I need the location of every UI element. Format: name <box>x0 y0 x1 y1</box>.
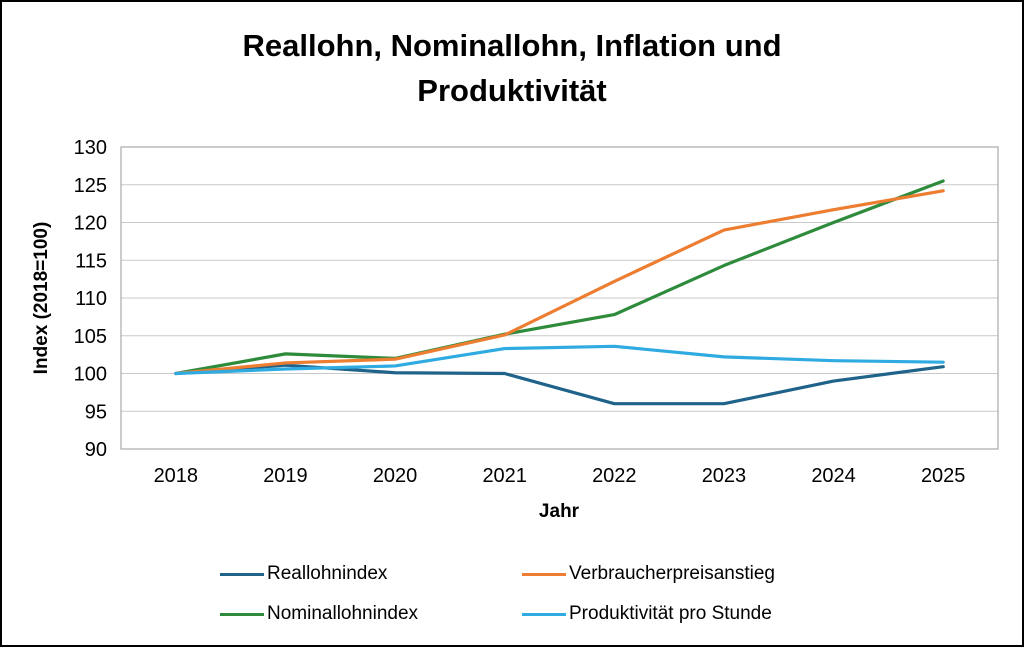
y-tick-label: 90 <box>85 439 107 461</box>
legend-item-nominallohnindex: Nominallohnindex <box>220 603 522 625</box>
x-tick-label: 2022 <box>592 465 637 487</box>
legend: Reallohnindex Verbraucherpreisanstieg Nomi… <box>220 554 775 634</box>
series-line-reallohnindex <box>174 363 945 406</box>
x-tick-label: 2024 <box>811 465 856 487</box>
legend-item-produktivit-t-pro-stunde: Produktivität pro Stunde <box>522 603 772 625</box>
chart-title: Reallohn, Nominallohn, Inflation und Pro… <box>2 23 1022 113</box>
legend-line-swatch-reallohnindex <box>220 572 264 576</box>
x-axis-title: Jahr <box>538 501 580 522</box>
chart-title-line2: Produktivität <box>417 73 607 108</box>
series-line-verbraucherpreisanstieg <box>174 189 945 376</box>
legend-label-produktivit-t-pro-stunde: Produktivität pro Stunde <box>569 603 772 624</box>
x-tick-label: 2020 <box>373 465 418 487</box>
y-tick-label: 95 <box>85 401 107 423</box>
x-tick-label: 2021 <box>482 465 527 487</box>
legend-line-swatch-nominallohnindex <box>220 612 264 616</box>
x-tick-label: 2025 <box>921 465 966 487</box>
x-tick-label: 2018 <box>154 465 199 487</box>
legend-row: Nominallohnindex Produktivität pro Stunde <box>220 594 775 634</box>
y-tick-label: 120 <box>74 213 107 235</box>
y-tick-label: 110 <box>75 288 107 310</box>
plot-border <box>120 146 999 450</box>
legend-row: Reallohnindex Verbraucherpreisanstieg <box>220 554 775 594</box>
legend-line-swatch-verbraucherpreisanstieg <box>522 572 566 576</box>
y-tick-label: 115 <box>75 250 107 272</box>
y-tick-label: 130 <box>74 137 107 159</box>
x-tick-label: 2023 <box>702 465 747 487</box>
legend-label-verbraucherpreisanstieg: Verbraucherpreisanstieg <box>569 563 775 584</box>
legend-line-swatch-produktivit-t-pro-stunde <box>522 612 566 616</box>
chart-title-line1: Reallohn, Nominallohn, Inflation und <box>242 28 782 63</box>
y-tick-label: 125 <box>74 175 107 197</box>
series-line-produktivit-t-pro-stunde <box>174 344 945 376</box>
y-tick-label: 105 <box>74 326 107 348</box>
x-tick-label: 2019 <box>263 465 308 487</box>
legend-item-reallohnindex: Reallohnindex <box>220 563 522 585</box>
legend-label-nominallohnindex: Nominallohnindex <box>267 603 419 624</box>
y-tick-label: 100 <box>74 364 107 386</box>
legend-item-verbraucherpreisanstieg: Verbraucherpreisanstieg <box>522 563 775 585</box>
legend-label-reallohnindex: Reallohnindex <box>267 563 388 584</box>
series-line-nominallohnindex <box>174 179 945 376</box>
